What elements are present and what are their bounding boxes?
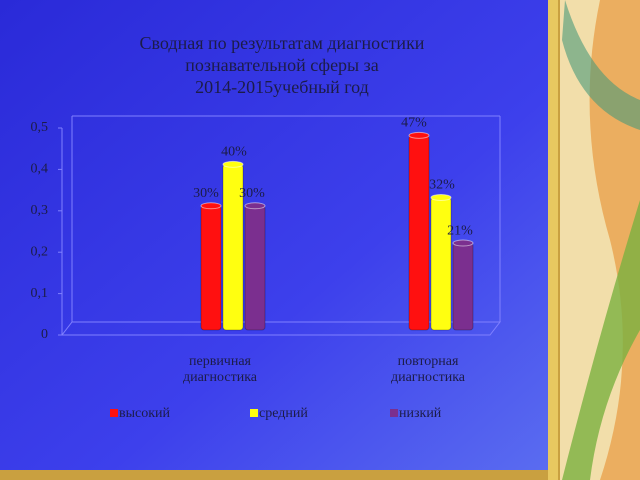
chart-title-line: Сводная по результатам диагностики bbox=[139, 33, 425, 53]
bar-top bbox=[200, 202, 222, 210]
legend-swatch bbox=[110, 409, 118, 417]
y-tick-label: 0,5 bbox=[31, 120, 49, 135]
y-tick-label: 0,3 bbox=[31, 203, 49, 218]
legend-label: высокий bbox=[119, 406, 171, 421]
legend-label: низкий bbox=[399, 406, 442, 421]
legend-label: средний bbox=[259, 406, 308, 421]
bar-top bbox=[452, 239, 474, 247]
bar-top bbox=[244, 202, 266, 210]
data-label: 30% bbox=[193, 186, 219, 201]
y-tick-label: 0,2 bbox=[31, 244, 49, 259]
bar-top bbox=[408, 131, 430, 139]
y-tick-label: 0,4 bbox=[31, 162, 49, 177]
data-label: 30% bbox=[239, 186, 265, 201]
decor bbox=[562, 0, 640, 130]
data-label: 47% bbox=[401, 116, 427, 131]
bar bbox=[200, 205, 222, 331]
chart-title: Сводная по результатам диагностики познав… bbox=[60, 32, 504, 98]
data-label: 32% bbox=[429, 178, 455, 193]
bar bbox=[430, 197, 452, 331]
bar bbox=[452, 242, 474, 331]
data-label: 40% bbox=[221, 145, 247, 160]
border bbox=[548, 0, 558, 480]
x-tick-label: первичная диагностика bbox=[182, 354, 258, 385]
legend-swatch bbox=[390, 409, 398, 417]
legend-swatch bbox=[250, 409, 258, 417]
x-tick-label: повторная диагностика bbox=[390, 354, 466, 385]
data-label: 21% bbox=[447, 223, 473, 238]
chart-background bbox=[0, 0, 548, 470]
bar-top bbox=[430, 194, 452, 202]
bar bbox=[408, 134, 430, 331]
bar bbox=[244, 205, 266, 331]
y-tick-label: 0 bbox=[41, 327, 48, 342]
chart-title-line: 2014-2015учебный год bbox=[195, 77, 369, 97]
bar-top bbox=[222, 160, 244, 168]
chart-title-line: познавательной сферы за bbox=[185, 55, 379, 75]
y-tick-label: 0,1 bbox=[31, 286, 49, 301]
decor bbox=[562, 200, 640, 480]
